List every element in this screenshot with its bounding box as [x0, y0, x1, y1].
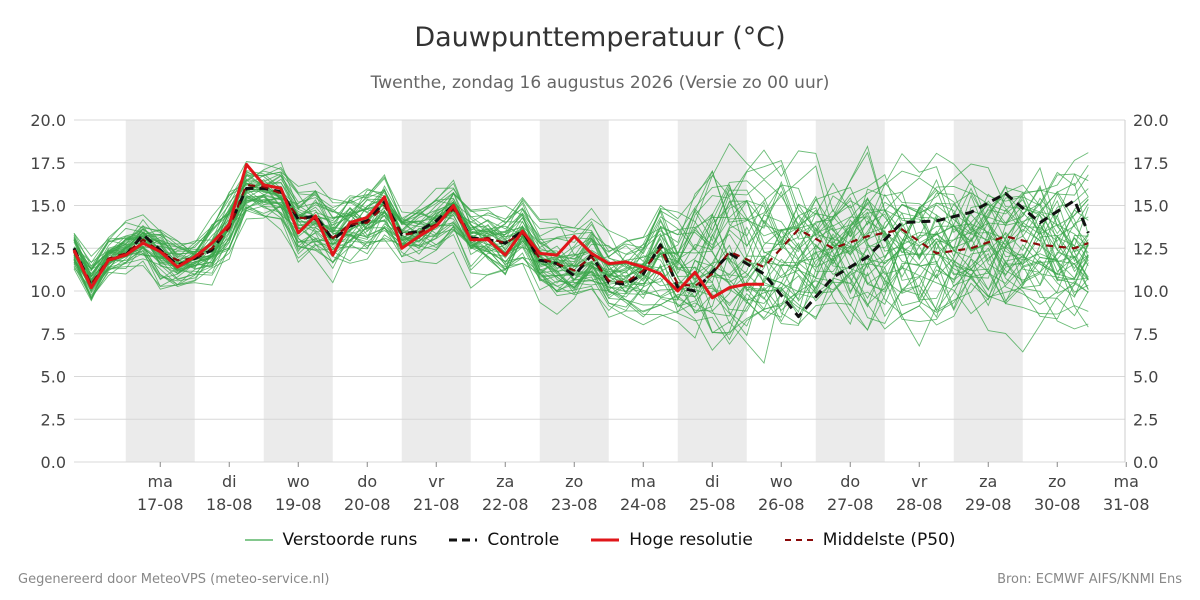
x-tick-date-label: 31-08: [1103, 495, 1150, 514]
x-tick-day-label: vr: [428, 472, 444, 491]
y-tick-label-left: 15.0: [30, 197, 66, 216]
x-tick-date-label: 29-08: [965, 495, 1012, 514]
y-tick-label-left: 17.5: [30, 154, 66, 173]
y-tick-label-left: 20.0: [30, 111, 66, 130]
main-series: [72, 163, 1090, 319]
y-tick-label-left: 0.0: [41, 453, 66, 472]
ensemble-run-line: [73, 199, 1089, 335]
x-tick-day-label: do: [357, 472, 377, 491]
x-tick-day-label: ma: [631, 472, 656, 491]
x-tick-day-label: vr: [911, 472, 927, 491]
legend-item-control: Controle: [449, 530, 559, 550]
footer-source: Bron: ECMWF AIFS/KNMI Ens: [997, 572, 1182, 587]
legend-median-swatch: [784, 539, 813, 541]
y-tick-label-right: 5.0: [1133, 368, 1158, 387]
x-tick-day-label: di: [222, 472, 237, 491]
chart-title: Dauwpunttemperatuur (°C): [414, 22, 786, 53]
x-tick-date-label: 17-08: [137, 495, 184, 514]
x-tick-date-label: 28-08: [896, 495, 943, 514]
x-tick-date-label: 27-08: [827, 495, 874, 514]
legend-item-perturbed: Verstoorde runs: [244, 530, 418, 550]
y-tick-label-right: 0.0: [1133, 453, 1158, 472]
ensemble-run-line: [73, 198, 1089, 353]
x-tick-day-label: zo: [565, 472, 583, 491]
y-tick-label-right: 17.5: [1133, 154, 1169, 173]
legend-item-median: Middelste (P50): [784, 530, 956, 550]
chart-subtitle: Twenthe, zondag 16 augustus 2026 (Versie…: [370, 73, 830, 93]
axes: 0.0 0.0 2.5 2.5 5.0 5.0 7.5 7.5 10.0 10.0 12.5 12.5…: [30, 111, 1168, 514]
legend-median-label: Middelste (P50): [822, 530, 956, 550]
x-tick-day-label: za: [979, 472, 997, 491]
x-tick-date-label: 22-08: [482, 495, 529, 514]
legend-perturbed-label: Verstoorde runs: [282, 530, 418, 550]
grid-lines: [74, 119, 1125, 463]
ensemble-run-line: [73, 170, 1089, 282]
x-tick-date-label: 21-08: [413, 495, 460, 514]
legend-control-swatch: [449, 538, 478, 542]
legend-perturbed-swatch: [244, 539, 273, 541]
series-line-hoge-resolutie: [72, 163, 764, 300]
x-tick-date-label: 26-08: [758, 495, 805, 514]
y-tick-label-right: 10.0: [1133, 282, 1169, 301]
ensemble-run-line: [73, 182, 1089, 337]
legend: Verstoorde runs Controle Hoge resolutie …: [0, 530, 1200, 550]
ensemble-run-line: [73, 194, 1089, 299]
y-tick-label-right: 7.5: [1133, 325, 1158, 344]
footer-generated: Gegenereerd door MeteoVPS (meteo-service…: [18, 572, 330, 587]
y-tick-label-right: 12.5: [1133, 239, 1169, 258]
legend-high-res-swatch: [591, 538, 620, 542]
x-tick-date-label: 18-08: [206, 495, 253, 514]
legend-high-res-label: Hoge resolutie: [629, 530, 753, 550]
legend-control-label: Controle: [487, 530, 560, 550]
x-tick-day-label: do: [840, 472, 860, 491]
x-tick-day-label: ma: [1114, 472, 1139, 491]
ensemble-run-line: [73, 188, 1089, 314]
y-tick-label-right: 2.5: [1133, 410, 1158, 429]
series-line-middelste-p50: [73, 183, 1089, 287]
y-tick-label-left: 2.5: [41, 410, 66, 429]
x-tick-day-label: ma: [148, 472, 173, 491]
x-tick-date-label: 20-08: [344, 495, 391, 514]
y-tick-label-right: 15.0: [1133, 197, 1169, 216]
x-tick-date-label: 25-08: [689, 495, 736, 514]
legend-item-high-res: Hoge resolutie: [591, 530, 753, 550]
x-tick-day-label: zo: [1048, 472, 1066, 491]
ensemble-run-line: [73, 185, 1089, 295]
x-tick-date-label: 19-08: [275, 495, 322, 514]
x-tick-day-label: wo: [287, 472, 310, 491]
x-tick-date-label: 23-08: [551, 495, 598, 514]
x-tick-date-label: 30-08: [1034, 495, 1081, 514]
y-tick-label-left: 12.5: [30, 239, 66, 258]
series-line-controle: [72, 186, 1090, 319]
y-tick-label-left: 10.0: [30, 282, 66, 301]
ensemble-run-line: [73, 207, 1089, 328]
x-tick-day-label: za: [496, 472, 514, 491]
x-tick-date-label: 24-08: [620, 495, 667, 514]
y-tick-label-left: 7.5: [41, 325, 66, 344]
y-tick-label-right: 20.0: [1133, 111, 1169, 130]
ensemble-run-line: [73, 171, 1089, 291]
x-tick-day-label: di: [705, 472, 720, 491]
y-tick-label-left: 5.0: [41, 368, 66, 387]
x-tick-day-label: wo: [770, 472, 793, 491]
